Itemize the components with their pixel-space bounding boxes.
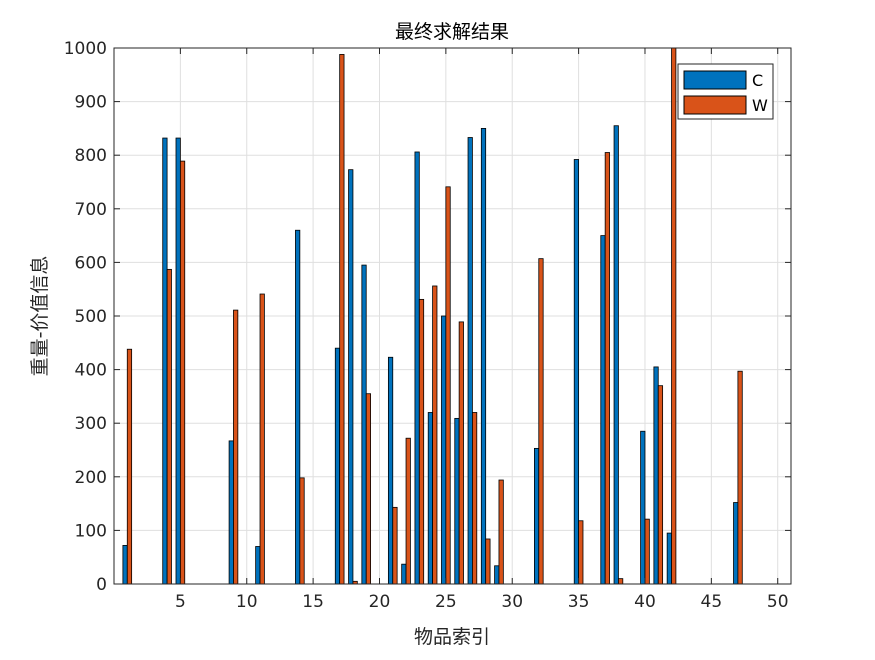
- bar-w-4: [166, 268, 172, 585]
- bar-w-38: [618, 578, 624, 585]
- bar-w-35: [578, 520, 584, 585]
- ticks: 5 10 15 20 25 30 35 40 45 50010020030040050060070…: [64, 39, 791, 612]
- legend: C W: [677, 63, 774, 120]
- bar-w-41: [657, 385, 664, 585]
- bar-c-47: [733, 502, 739, 585]
- x-tick-label: 35: [568, 592, 590, 612]
- bar-c-11: [255, 546, 261, 585]
- y-tick-label: 200: [75, 468, 107, 488]
- x-tick-label: 5: [175, 592, 186, 612]
- bar-c-29: [494, 565, 500, 585]
- bar-w-19: [365, 393, 372, 585]
- bar-w-29: [498, 479, 504, 585]
- bar-w-1: [126, 348, 133, 585]
- y-tick-label: 400: [75, 361, 107, 381]
- bar-c-23: [414, 151, 420, 585]
- bar-c-25: [441, 315, 447, 585]
- bar-c-40: [640, 430, 646, 585]
- y-tick-label: 300: [75, 414, 107, 434]
- x-tick-label: 30: [501, 592, 523, 612]
- x-tick-label: 50: [767, 592, 789, 612]
- bar-w-21: [392, 506, 398, 585]
- bar-c-37: [600, 235, 606, 585]
- x-tick-label: 15: [302, 592, 324, 612]
- bars: [122, 47, 743, 585]
- bar-c-17: [334, 347, 341, 585]
- bar-w-22: [405, 437, 411, 585]
- y-tick-label: 500: [75, 307, 107, 327]
- bar-w-25: [445, 186, 451, 585]
- bar-w-26: [458, 321, 464, 585]
- bar-w-27: [472, 412, 478, 585]
- x-tick-label: 45: [701, 592, 723, 612]
- bar-w-14: [299, 477, 305, 585]
- x-tick-label: 20: [369, 592, 391, 612]
- y-axis-title: 重量-价值信息: [29, 256, 51, 377]
- bar-c-18: [348, 169, 354, 585]
- bar-c-38: [613, 125, 619, 585]
- bar-w-23: [418, 298, 425, 585]
- bar-w-47: [737, 370, 743, 585]
- bar-w-5: [179, 160, 186, 585]
- bar-c-26: [454, 417, 460, 585]
- y-tick-label: 900: [75, 93, 107, 113]
- bar-c-19: [361, 264, 367, 585]
- bar-c-1: [122, 545, 128, 585]
- bar-c-35: [573, 159, 580, 585]
- bar-w-28: [485, 538, 491, 585]
- bar-w-9: [233, 309, 239, 585]
- bar-c-41: [653, 366, 659, 585]
- bar-w-11: [259, 293, 265, 585]
- bar-w-32: [538, 258, 544, 585]
- bar-c-28: [480, 127, 487, 585]
- bar-w-24: [432, 285, 438, 585]
- legend-swatch-c: [683, 70, 747, 90]
- bar-c-5: [175, 137, 181, 585]
- bar-c-9: [228, 440, 234, 585]
- bar-c-4: [162, 137, 168, 585]
- y-tick-label: 1000: [64, 39, 107, 59]
- bar-c-42: [666, 532, 672, 585]
- y-tick-label: 700: [75, 200, 107, 220]
- chart-title: 最终求解结果: [395, 21, 509, 43]
- x-tick-label: 10: [236, 592, 258, 612]
- x-tick-label: 25: [435, 592, 457, 612]
- y-tick-label: 0: [96, 575, 107, 595]
- x-axis-title: 物品索引: [414, 626, 490, 648]
- bar-w-40: [644, 518, 650, 585]
- bar-w-17: [339, 54, 345, 585]
- bar-w-37: [604, 152, 610, 585]
- legend-label-w: W: [752, 96, 768, 115]
- bar-w-42: [671, 47, 677, 585]
- bar-c-27: [467, 137, 473, 585]
- bar-c-14: [295, 229, 301, 585]
- bar-c-32: [534, 447, 540, 585]
- bar-c-24: [427, 412, 433, 585]
- bar-c-21: [387, 356, 394, 585]
- y-tick-label: 600: [75, 253, 107, 273]
- y-tick-label: 800: [75, 146, 107, 166]
- y-tick-label: 100: [75, 521, 107, 541]
- legend-swatch-w: [683, 95, 747, 115]
- legend-label-c: C: [752, 71, 763, 90]
- x-tick-label: 40: [634, 592, 656, 612]
- bar-c-22: [401, 563, 407, 585]
